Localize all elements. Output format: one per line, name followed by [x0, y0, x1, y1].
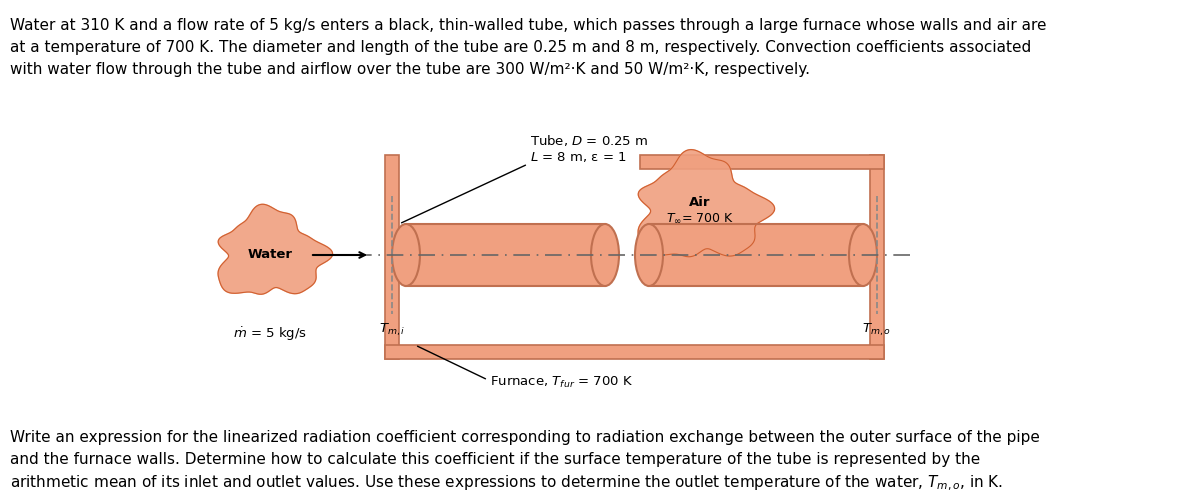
Text: with water flow through the tube and airflow over the tube are 300 W/m²·K and 50: with water flow through the tube and air… — [10, 62, 810, 77]
Ellipse shape — [392, 224, 420, 286]
Text: $T_{\infty}$= 700 K: $T_{\infty}$= 700 K — [666, 211, 734, 224]
Text: and the furnace walls. Determine how to calculate this coefficient if the surfac: and the furnace walls. Determine how to … — [10, 452, 980, 467]
Bar — [640, 155, 884, 169]
Text: Furnace, $T_{fur}$ = 700 K: Furnace, $T_{fur}$ = 700 K — [490, 375, 634, 390]
Text: arithmetic mean of its inlet and outlet values. Use these expressions to determi: arithmetic mean of its inlet and outlet … — [10, 474, 1003, 493]
Ellipse shape — [635, 224, 662, 286]
Text: Air: Air — [689, 196, 710, 209]
Bar — [870, 155, 884, 359]
Text: $T_{m,i}$: $T_{m,i}$ — [379, 322, 406, 339]
Bar — [406, 224, 605, 286]
Polygon shape — [218, 204, 332, 294]
Text: at a temperature of 700 K. The diameter and length of the tube are 0.25 m and 8 : at a temperature of 700 K. The diameter … — [10, 40, 1031, 55]
Ellipse shape — [850, 224, 877, 286]
Text: Write an expression for the linearized radiation coefficient corresponding to ra: Write an expression for the linearized r… — [10, 430, 1040, 445]
Text: $T_{m,o}$: $T_{m,o}$ — [863, 322, 892, 339]
Polygon shape — [638, 149, 775, 257]
Bar — [385, 345, 884, 359]
Text: $\it{\dot{m}}$ = 5 kg/s: $\it{\dot{m}}$ = 5 kg/s — [233, 325, 307, 343]
Text: Water: Water — [247, 248, 293, 262]
Bar — [649, 224, 863, 286]
Text: Tube, $D$ = 0.25 m: Tube, $D$ = 0.25 m — [530, 133, 648, 148]
Text: $L$ = 8 m, ε = 1: $L$ = 8 m, ε = 1 — [530, 150, 626, 164]
Bar — [385, 155, 398, 359]
Text: Water at 310 K and a flow rate of 5 kg/s enters a black, thin-walled tube, which: Water at 310 K and a flow rate of 5 kg/s… — [10, 18, 1046, 33]
Ellipse shape — [592, 224, 619, 286]
